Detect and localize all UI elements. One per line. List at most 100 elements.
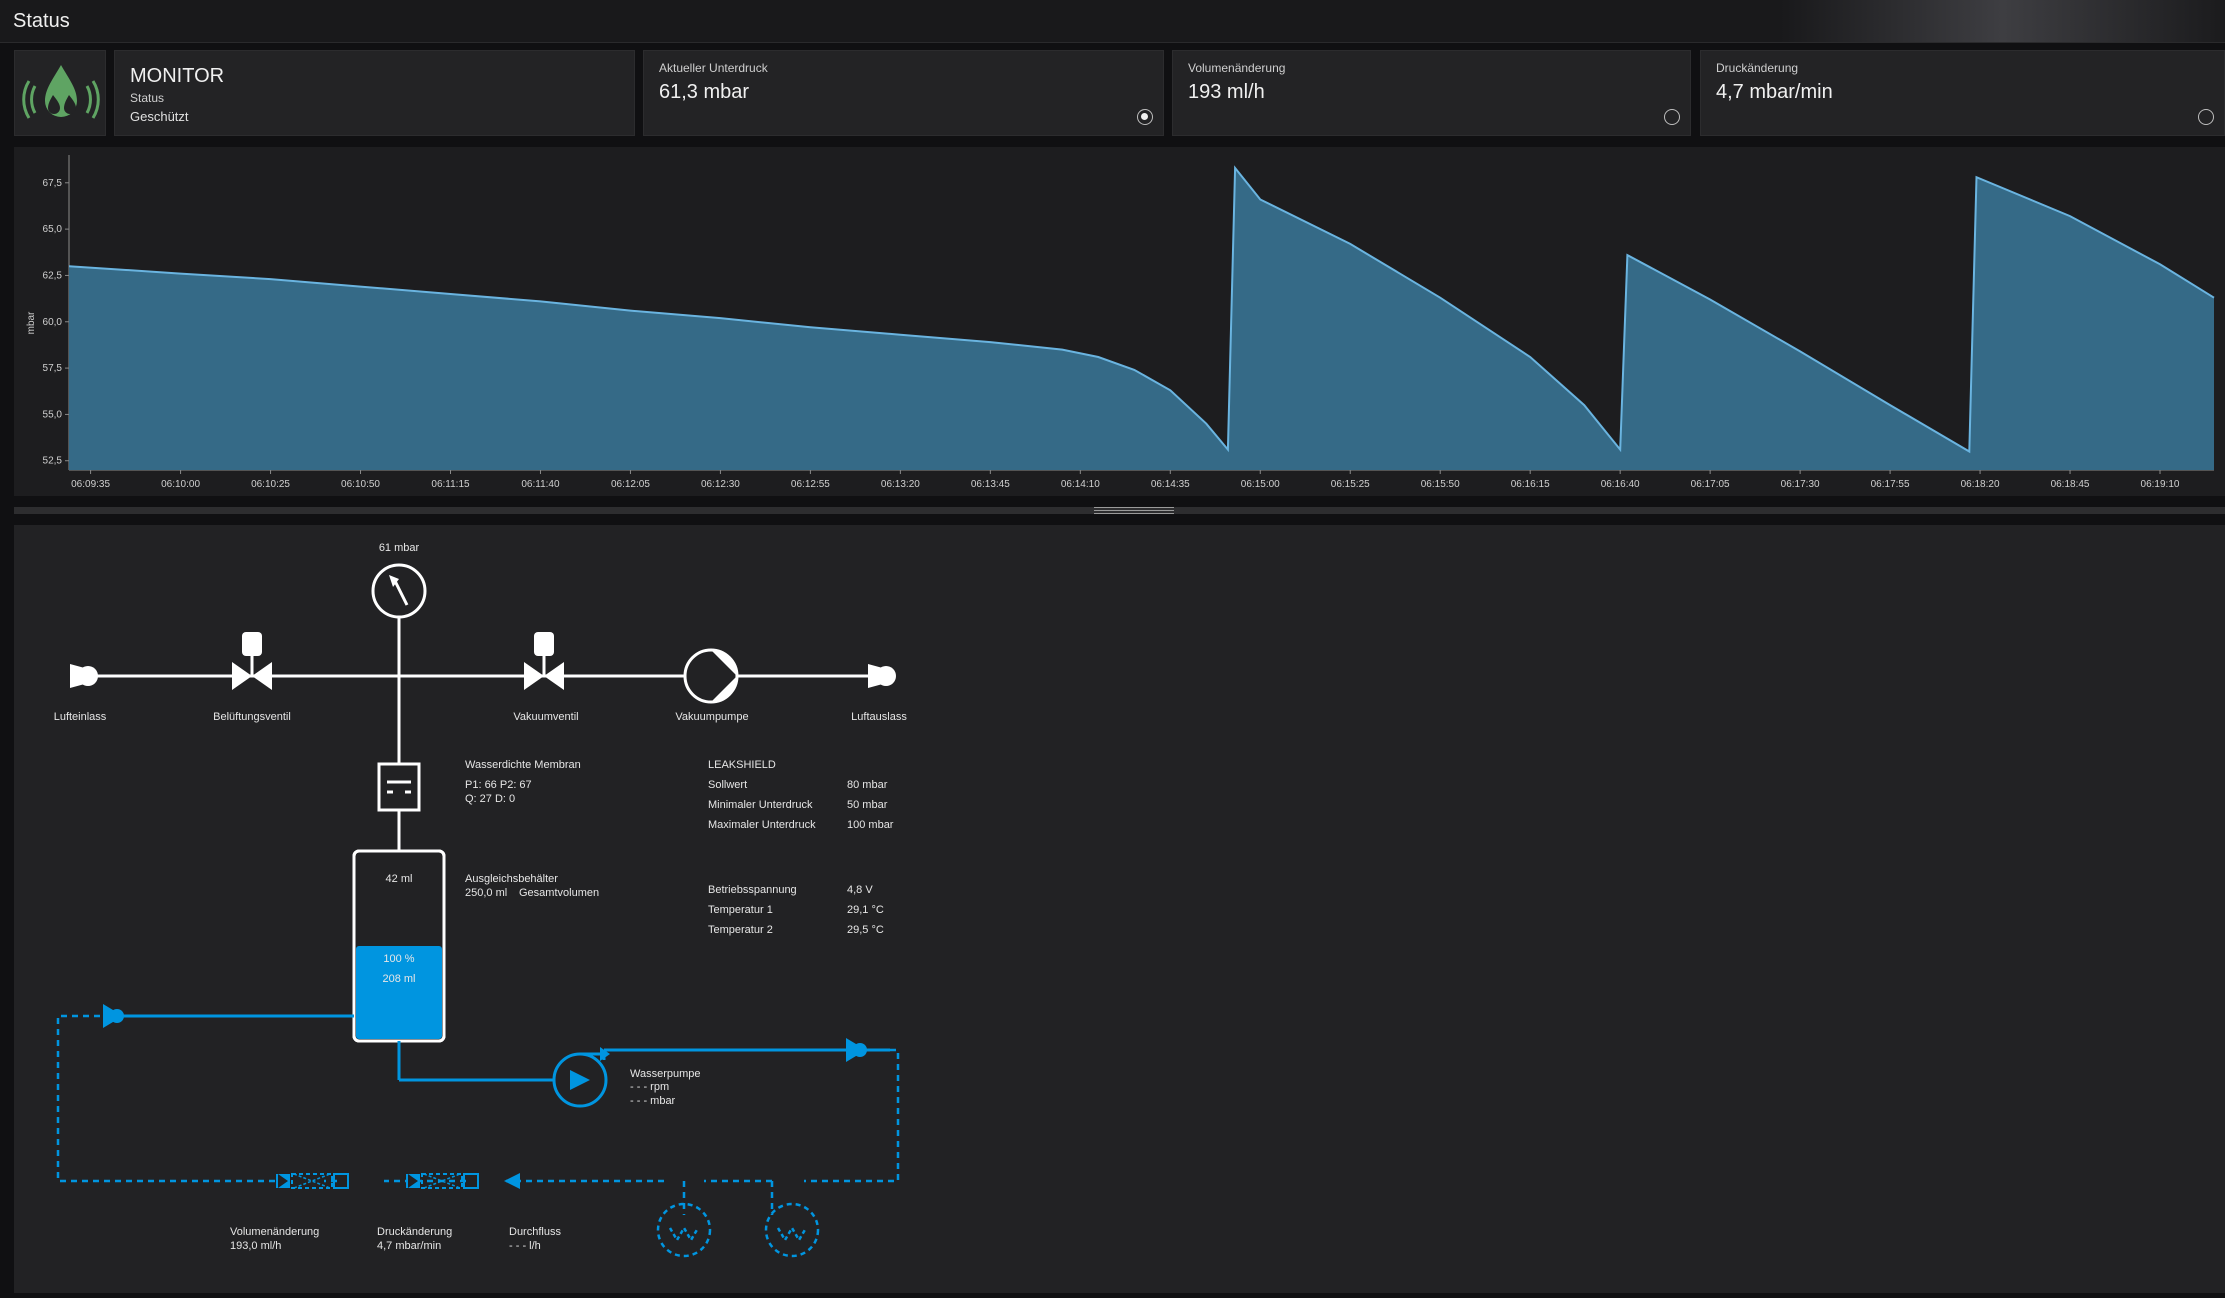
pressure-gauge-label: 61 mbar (379, 542, 420, 554)
membrane-pressures: P1: 66 P2: 67 (465, 779, 532, 791)
reservoir-fill-percent: 100 % (383, 953, 414, 965)
chart-x-tick-label: 06:10:50 (341, 479, 380, 490)
chart-y-tick-label: 62,5 (43, 270, 63, 281)
chart-x-tick-label: 06:17:55 (1871, 479, 1910, 490)
chart-x-tick-label: 06:13:45 (971, 479, 1010, 490)
vacuum-valve-icon[interactable] (524, 632, 564, 690)
reservoir-volume: 250,0 ml (465, 887, 507, 899)
chart-x-tick-label: 06:12:05 (611, 479, 650, 490)
chart-y-tick-label: 52,5 (43, 456, 63, 467)
chart-x-tick-label: 06:10:25 (251, 479, 290, 490)
metric-value: 4,7 mbar/min (1716, 81, 1833, 103)
vent-valve-icon[interactable] (232, 632, 272, 690)
setting-value: 4,8 V (847, 884, 873, 896)
setting-label: Minimaler Unterdruck (708, 799, 813, 811)
setting-value: 29,5 °C (847, 924, 884, 936)
chart-x-tick-label: 06:11:40 (521, 479, 560, 490)
leakshield-drop-icon (22, 65, 100, 119)
chart-x-tick-label: 06:18:45 (2051, 479, 2090, 490)
system-diagram: 61 mbar Lufteinlass Belüftungsventil Vak… (54, 542, 907, 1258)
sensor-title: Volumenänderung (230, 1226, 319, 1238)
pressure-gauge-icon (371, 563, 427, 619)
metric-select-radio[interactable] (1137, 109, 1153, 125)
chart-x-tick-label: 06:10:00 (161, 479, 200, 490)
chart-x-tick-label: 06:12:30 (701, 479, 740, 490)
air-outlet-label: Luftauslass (851, 711, 907, 723)
metric-label: Volumenänderung (1188, 61, 1286, 75)
chart-y-tick-label: 67,5 (43, 178, 63, 189)
chart-x-tick-label: 06:11:15 (431, 479, 470, 490)
water-pump-icon[interactable] (552, 1047, 610, 1108)
system-diagram-panel: 61 mbar Lufteinlass Belüftungsventil Vak… (14, 525, 2225, 1293)
reservoir-volume-label: Gesamtvolumen (519, 887, 599, 899)
chart-x-tick-label: 06:15:00 (1241, 479, 1280, 490)
setting-label: Maximaler Unterdruck (708, 819, 816, 831)
water-pump-rpm: - - - rpm (630, 1081, 669, 1093)
sensor-value: 4,7 mbar/min (377, 1240, 441, 1252)
membrane-icon (377, 762, 421, 812)
chart-y-tick-label: 57,5 (43, 363, 63, 374)
window-title: Status (13, 10, 70, 32)
sensor-title: Durchfluss (509, 1226, 561, 1238)
chart-x-tick-label: 06:14:35 (1151, 479, 1190, 490)
metric-select-radio[interactable] (2198, 109, 2214, 125)
metric-card-pressure-change[interactable]: Druckänderung 4,7 mbar/min (1700, 50, 2225, 136)
vacuum-pump-label: Vakuumpumpe (675, 711, 748, 723)
chart-x-tick-label: 06:09:35 (71, 479, 110, 490)
volume-change-sensor-icon (276, 1173, 349, 1189)
chart-y-axis-label: mbar (26, 311, 37, 334)
setting-label: Betriebsspannung (708, 884, 797, 896)
vacuum-valve-label: Vakuumventil (513, 711, 578, 723)
radiator-fan-icon (764, 1202, 820, 1258)
status-value: Geschützt (130, 109, 189, 124)
monitor-status-card: MONITOR Status Geschützt (114, 50, 635, 136)
flow-arrow-icon (846, 1038, 867, 1062)
chart-y-tick-label: 55,0 (43, 409, 63, 420)
chart-x-tick-label: 06:19:10 (2141, 479, 2180, 490)
leakshield-title: LEAKSHIELD (708, 759, 776, 771)
reservoir-title: Ausgleichsbehälter (465, 873, 558, 885)
chart-x-tick-label: 06:17:05 (1691, 479, 1730, 490)
setting-label: Temperatur 1 (708, 904, 773, 916)
metric-label: Aktueller Unterdruck (659, 61, 768, 75)
radiator-fan-icon (656, 1202, 712, 1258)
metric-card-pressure[interactable]: Aktueller Unterdruck 61,3 mbar (643, 50, 1164, 136)
air-outlet-arrow-icon (868, 664, 896, 688)
status-label: Status (130, 91, 165, 105)
reservoir-tank (352, 849, 446, 1043)
sensor-value: - - - l/h (509, 1240, 541, 1252)
setting-value: 100 mbar (847, 819, 894, 831)
water-pump-title: Wasserpumpe (630, 1068, 701, 1080)
chart-x-tick-label: 06:14:10 (1061, 479, 1100, 490)
splitter-grip-handle[interactable] (1094, 507, 1174, 514)
chart-x-tick-label: 06:13:20 (881, 479, 920, 490)
chart-x-tick-label: 06:15:50 (1421, 479, 1460, 490)
logo-card (14, 50, 106, 136)
setting-value: 50 mbar (847, 799, 888, 811)
monitor-title: MONITOR (130, 65, 225, 87)
chart-x-tick-label: 06:16:40 (1601, 479, 1640, 490)
setting-label: Temperatur 2 (708, 924, 773, 936)
chart-x-tick-label: 06:15:25 (1331, 479, 1370, 490)
reservoir-fill-volume: 208 ml (382, 973, 415, 985)
setting-value: 80 mbar (847, 779, 888, 791)
chart-x-tick-label: 06:16:15 (1511, 479, 1550, 490)
chart-y-tick-label: 65,0 (43, 224, 63, 235)
setting-value: 29,1 °C (847, 904, 884, 916)
air-inlet-arrow-icon (70, 664, 98, 688)
metric-card-volume-change[interactable]: Volumenänderung 193 ml/h (1172, 50, 1691, 136)
air-inlet-label: Lufteinlass (54, 711, 107, 723)
chart-x-tick-label: 06:18:20 (1961, 479, 2000, 490)
membrane-flow: Q: 27 D: 0 (465, 793, 515, 805)
vent-valve-label: Belüftungsventil (213, 711, 291, 723)
setting-label: Sollwert (708, 779, 747, 791)
metric-label: Druckänderung (1716, 61, 1799, 75)
pressure-chart-panel: 67,5 65,0 62,5 60,0 57,5 55,0 52,5 06:09:35 06:1… (14, 147, 2225, 496)
vacuum-pump-icon[interactable] (683, 648, 739, 704)
metric-select-radio[interactable] (1664, 109, 1680, 125)
flow-arrow-icon (103, 1004, 124, 1028)
flow-arrow-icon (504, 1173, 520, 1189)
chart-x-tick-label: 06:12:55 (791, 479, 830, 490)
water-pump-pressure: - - - mbar (630, 1095, 676, 1107)
metric-value: 61,3 mbar (659, 81, 750, 103)
